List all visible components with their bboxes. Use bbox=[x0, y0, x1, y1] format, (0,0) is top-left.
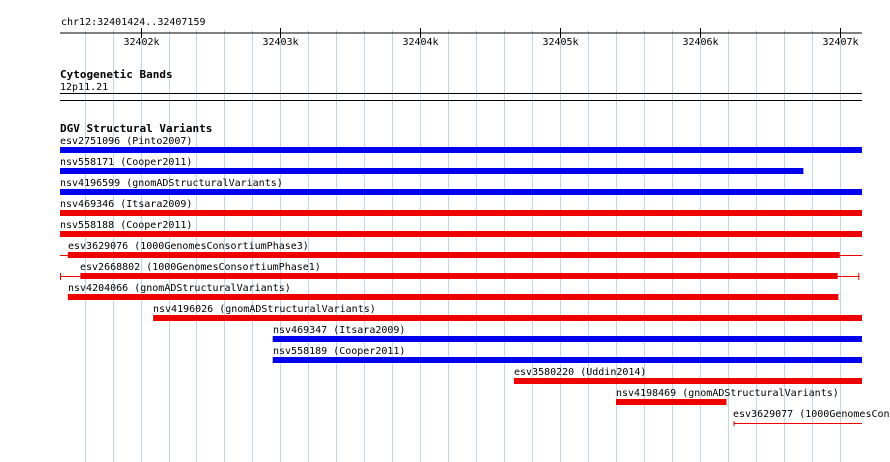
feature-bar bbox=[60, 210, 862, 216]
feature-label: nsv4204066 (gnomADStructuralVariants) bbox=[68, 283, 291, 294]
ruler-tick-label: 32406k bbox=[682, 37, 718, 48]
dgv-feature-nsv4198469[interactable]: nsv4198469 (gnomADStructuralVariants) bbox=[616, 388, 839, 405]
ruler-tick-label: 32403k bbox=[262, 37, 298, 48]
dgv-feature-esv3629076[interactable]: esv3629076 (1000GenomesConsortiumPhase3) bbox=[60, 241, 862, 258]
feature-bar bbox=[60, 231, 862, 237]
feature-bar bbox=[616, 399, 727, 405]
feature-bar bbox=[67, 294, 839, 300]
dgv-feature-nsv4204066[interactable]: nsv4204066 (gnomADStructuralVariants) bbox=[67, 283, 839, 300]
feature-label: nsv469347 (Itsara2009) bbox=[273, 325, 405, 336]
dgv-feature-esv3629077[interactable]: esv3629077 (1000GenomesCons bbox=[733, 409, 890, 426]
feature-bar bbox=[60, 147, 862, 153]
feature-bar bbox=[80, 273, 838, 279]
feature-label: nsv4196599 (gnomADStructuralVariants) bbox=[60, 178, 283, 189]
feature-bar bbox=[153, 315, 862, 321]
ruler-tick-label: 32404k bbox=[402, 37, 438, 48]
feature-label: nsv469346 (Itsara2009) bbox=[60, 199, 192, 210]
ruler-ticks: 32402k 32403k 32404k 32405k 32406k 32407k bbox=[123, 28, 859, 48]
feature-bar bbox=[272, 357, 862, 363]
dgv-feature-nsv4196599[interactable]: nsv4196599 (gnomADStructuralVariants) bbox=[60, 178, 862, 195]
dgv-feature-esv2751096[interactable]: esv2751096 (Pinto2007) bbox=[60, 136, 862, 153]
ruler-tick-label: 32405k bbox=[542, 37, 578, 48]
feature-label: nsv4198469 (gnomADStructuralVariants) bbox=[616, 388, 839, 399]
dgv-features: esv2751096 (Pinto2007) nsv558171 (Cooper2… bbox=[60, 136, 890, 426]
dgv-feature-nsv469346[interactable]: nsv469346 (Itsara2009) bbox=[60, 199, 862, 216]
feature-label: esv3629076 (1000GenomesConsortiumPhase3) bbox=[68, 241, 309, 252]
ruler-tick-label: 32402k bbox=[123, 37, 159, 48]
dgv-feature-nsv4196026[interactable]: nsv4196026 (gnomADStructuralVariants) bbox=[153, 304, 862, 321]
feature-label: nsv558189 (Cooper2011) bbox=[273, 346, 405, 357]
dgv-feature-esv2668802[interactable]: esv2668802 (1000GenomesConsortiumPhase1) bbox=[60, 262, 860, 280]
feature-label: esv3629077 (1000GenomesCons bbox=[733, 409, 890, 420]
dgv-feature-nsv558171[interactable]: nsv558171 (Cooper2011) bbox=[60, 157, 804, 174]
dgv-track-title: DGV Structural Variants bbox=[60, 122, 212, 135]
feature-label: esv3580220 (Uddin2014) bbox=[514, 367, 646, 378]
ruler-tick-label: 32407k bbox=[822, 37, 858, 48]
feature-label: nsv4196026 (gnomADStructuralVariants) bbox=[153, 304, 376, 315]
feature-bar bbox=[513, 378, 862, 384]
feature-label: nsv558171 (Cooper2011) bbox=[60, 157, 192, 168]
dgv-feature-nsv558189[interactable]: nsv558189 (Cooper2011) bbox=[272, 346, 862, 363]
feature-bar bbox=[60, 189, 862, 195]
cytoband-track-title: Cytogenetic Bands bbox=[60, 68, 173, 81]
feature-bar bbox=[60, 168, 804, 174]
feature-label: nsv558188 (Cooper2011) bbox=[60, 220, 192, 231]
feature-label: esv2751096 (Pinto2007) bbox=[60, 136, 192, 147]
dgv-feature-nsv558188[interactable]: nsv558188 (Cooper2011) bbox=[60, 220, 862, 237]
feature-label: esv2668802 (1000GenomesConsortiumPhase1) bbox=[80, 262, 321, 273]
dgv-feature-esv3580220[interactable]: esv3580220 (Uddin2014) bbox=[513, 367, 862, 384]
feature-bar bbox=[272, 336, 862, 342]
position-gridlines bbox=[85, 30, 841, 462]
location-label: chr12:32401424..32407159 bbox=[61, 17, 206, 28]
cytoband-label: 12p11.21 bbox=[60, 82, 108, 93]
feature-bar bbox=[67, 252, 840, 258]
dgv-feature-nsv469347[interactable]: nsv469347 (Itsara2009) bbox=[272, 325, 862, 342]
